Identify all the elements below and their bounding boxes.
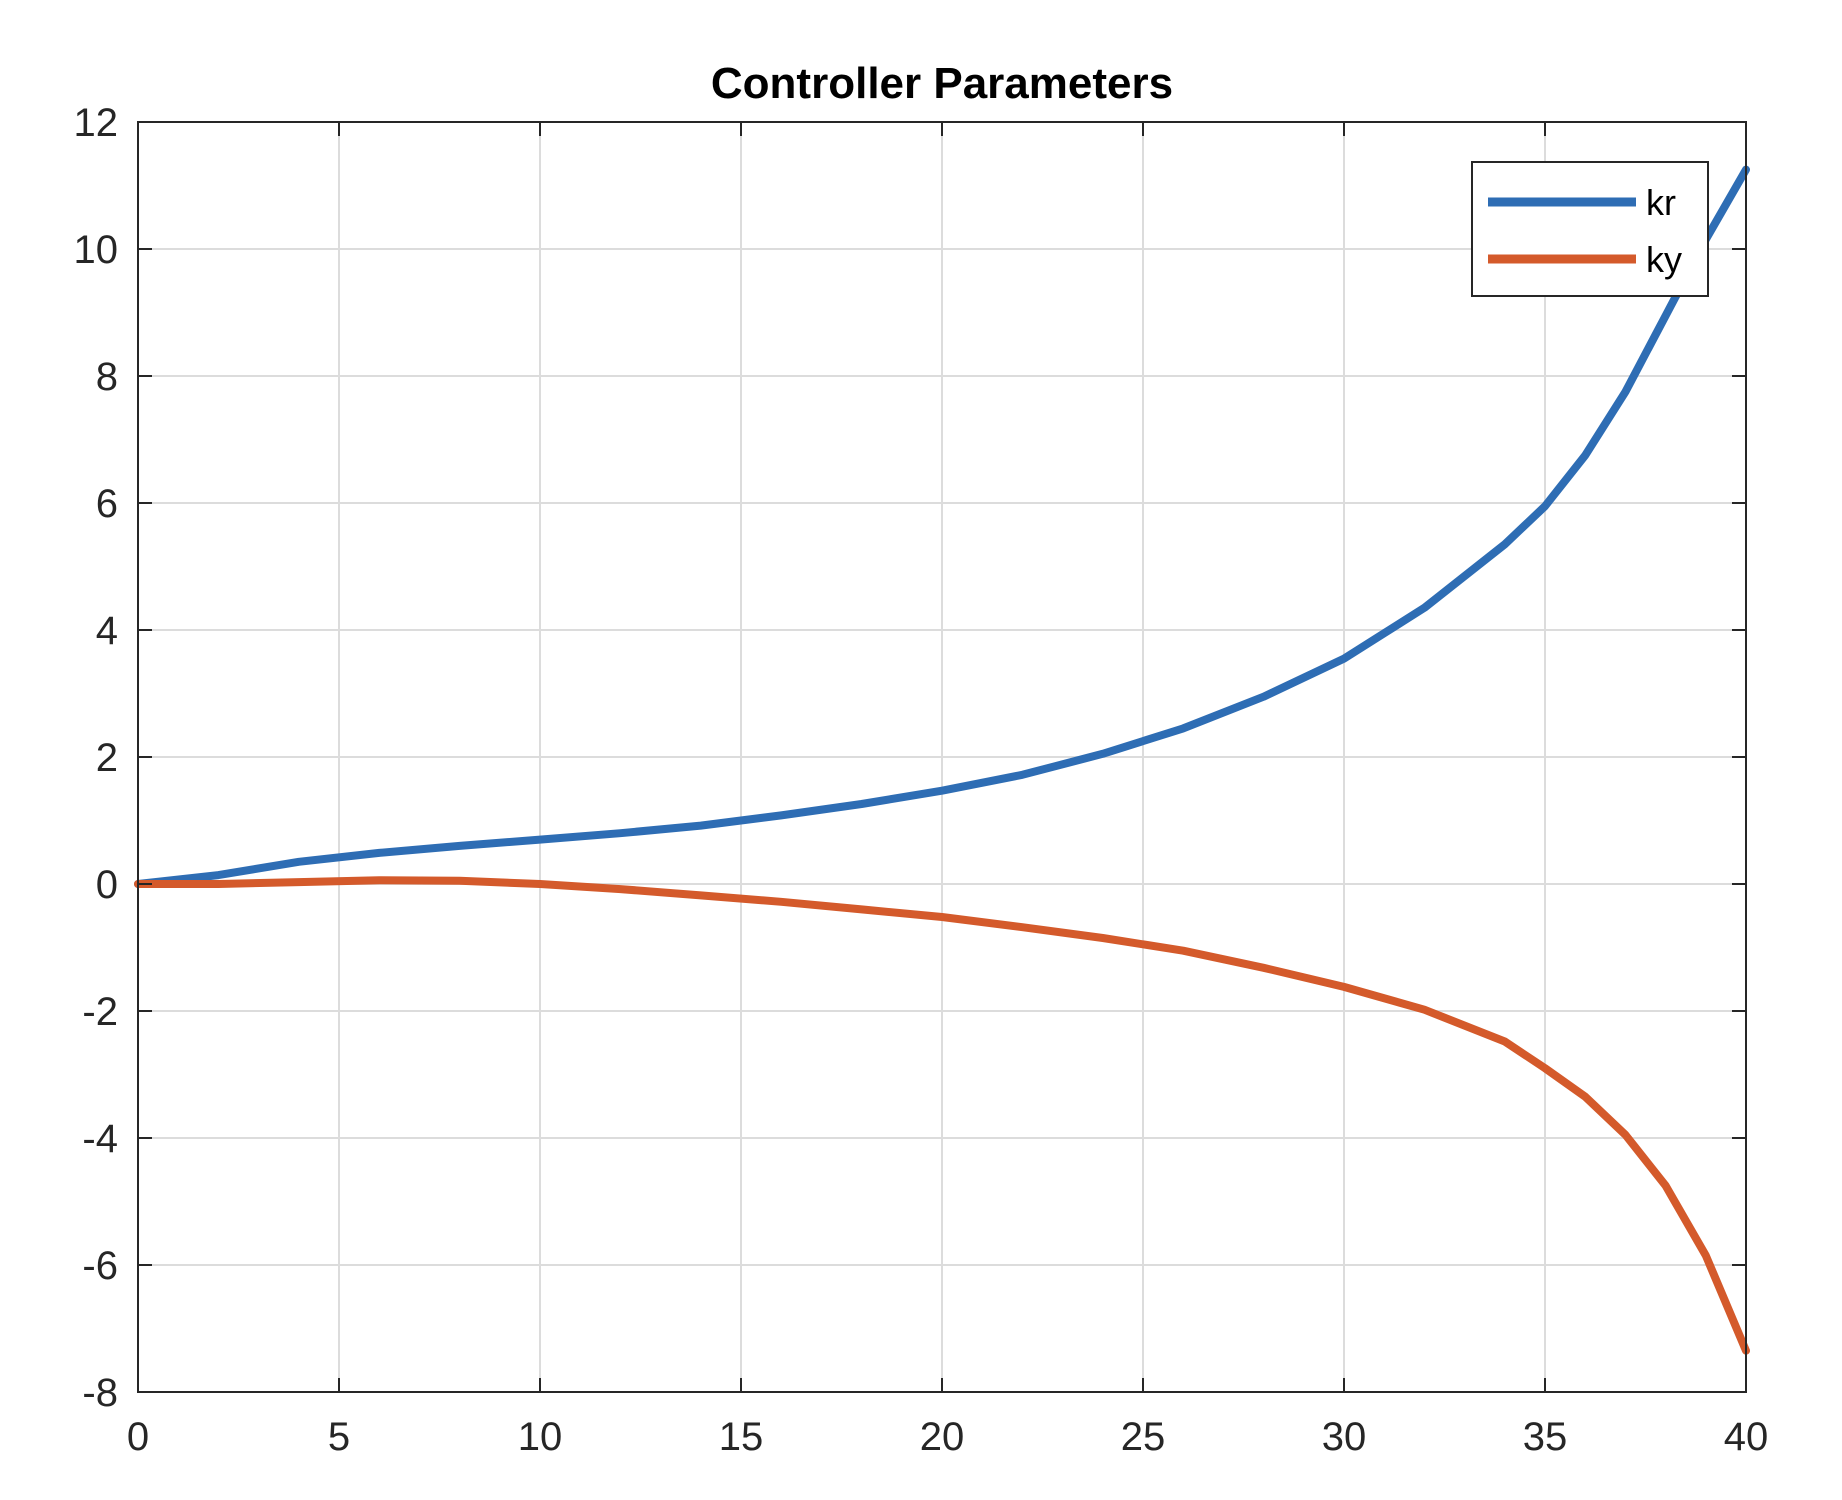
y-tick-label: 0 xyxy=(96,863,118,907)
y-tick-label: 6 xyxy=(96,482,118,526)
legend-box xyxy=(1471,161,1709,297)
y-tick-label: 2 xyxy=(96,736,118,780)
x-tick-label: 15 xyxy=(719,1415,764,1459)
x-tick-label: 25 xyxy=(1121,1415,1166,1459)
series-line-ky xyxy=(134,876,1750,1355)
x-tick-label: 40 xyxy=(1724,1415,1769,1459)
legend-label-kr: kr xyxy=(1646,182,1676,223)
x-tick-label: 10 xyxy=(518,1415,563,1459)
x-tick-label: 5 xyxy=(328,1415,350,1459)
series-line-kr xyxy=(134,165,1750,888)
axis-ticks: 0 5 10 15 20 25 30 35 40 -8 -6 -4 -2 0 2 4 6 8 10 12 xyxy=(74,101,1769,1459)
y-tick-label: -6 xyxy=(82,1244,118,1288)
legend-label-ky: ky xyxy=(1646,239,1682,280)
chart-title: Controller Parameters xyxy=(711,59,1173,108)
x-tick-label: 30 xyxy=(1322,1415,1367,1459)
x-tick-label: 35 xyxy=(1523,1415,1568,1459)
x-tick-label: 20 xyxy=(920,1415,965,1459)
y-tick-label: 4 xyxy=(96,609,118,653)
y-tick-label: -2 xyxy=(82,990,118,1034)
legend: kr ky xyxy=(1471,161,1709,297)
series-layer xyxy=(134,165,1750,1355)
y-tick-label: 8 xyxy=(96,355,118,399)
y-tick-label: -8 xyxy=(82,1371,118,1415)
y-tick-label: 10 xyxy=(74,228,119,272)
y-tick-label: 12 xyxy=(74,101,119,145)
y-tick-label: -4 xyxy=(82,1117,118,1161)
x-tick-label: 0 xyxy=(127,1415,149,1459)
